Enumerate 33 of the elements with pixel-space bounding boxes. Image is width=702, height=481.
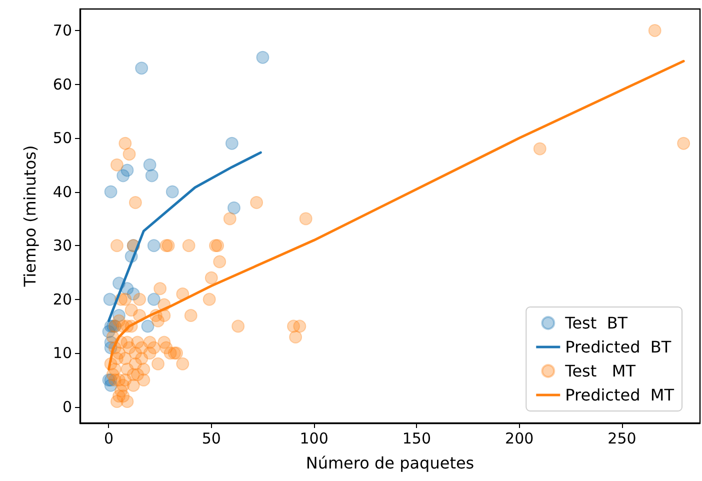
legend-label: Predicted MT <box>565 386 674 404</box>
x-tick-label: 100 <box>300 430 328 448</box>
x-tick-label: 200 <box>505 430 534 448</box>
y-tick-label: 10 <box>52 344 72 362</box>
point <box>135 62 148 75</box>
point <box>141 320 154 333</box>
x-axis-title: Número de paquetes <box>306 454 474 472</box>
y-tick-label: 30 <box>52 236 72 255</box>
point <box>227 201 240 214</box>
y-tick-label: 40 <box>52 182 72 201</box>
legend-label: Test MT <box>564 362 636 380</box>
point <box>104 185 118 198</box>
point <box>256 50 270 64</box>
y-axis-title: Tiempo (minutos) <box>20 145 40 288</box>
legend-label: Predicted BT <box>565 338 672 356</box>
y-tick-label: 0 <box>62 398 72 416</box>
x-tick-label: 50 <box>202 430 221 448</box>
point <box>166 185 179 198</box>
point <box>147 292 160 306</box>
legend-label: Test BT <box>564 314 628 332</box>
point <box>103 292 116 306</box>
point <box>120 164 134 177</box>
x-tick-label: 150 <box>402 430 432 448</box>
point <box>145 169 158 182</box>
point <box>143 158 156 172</box>
point <box>147 239 160 252</box>
x-tick-label: 0 <box>104 430 114 448</box>
point <box>225 136 238 150</box>
y-tick-label: 70 <box>52 22 72 40</box>
y-tick-label: 50 <box>52 129 72 148</box>
y-tick-label: 60 <box>52 75 72 94</box>
y-tick-label: 20 <box>52 290 72 308</box>
x-tick-label: 250 <box>608 430 636 448</box>
